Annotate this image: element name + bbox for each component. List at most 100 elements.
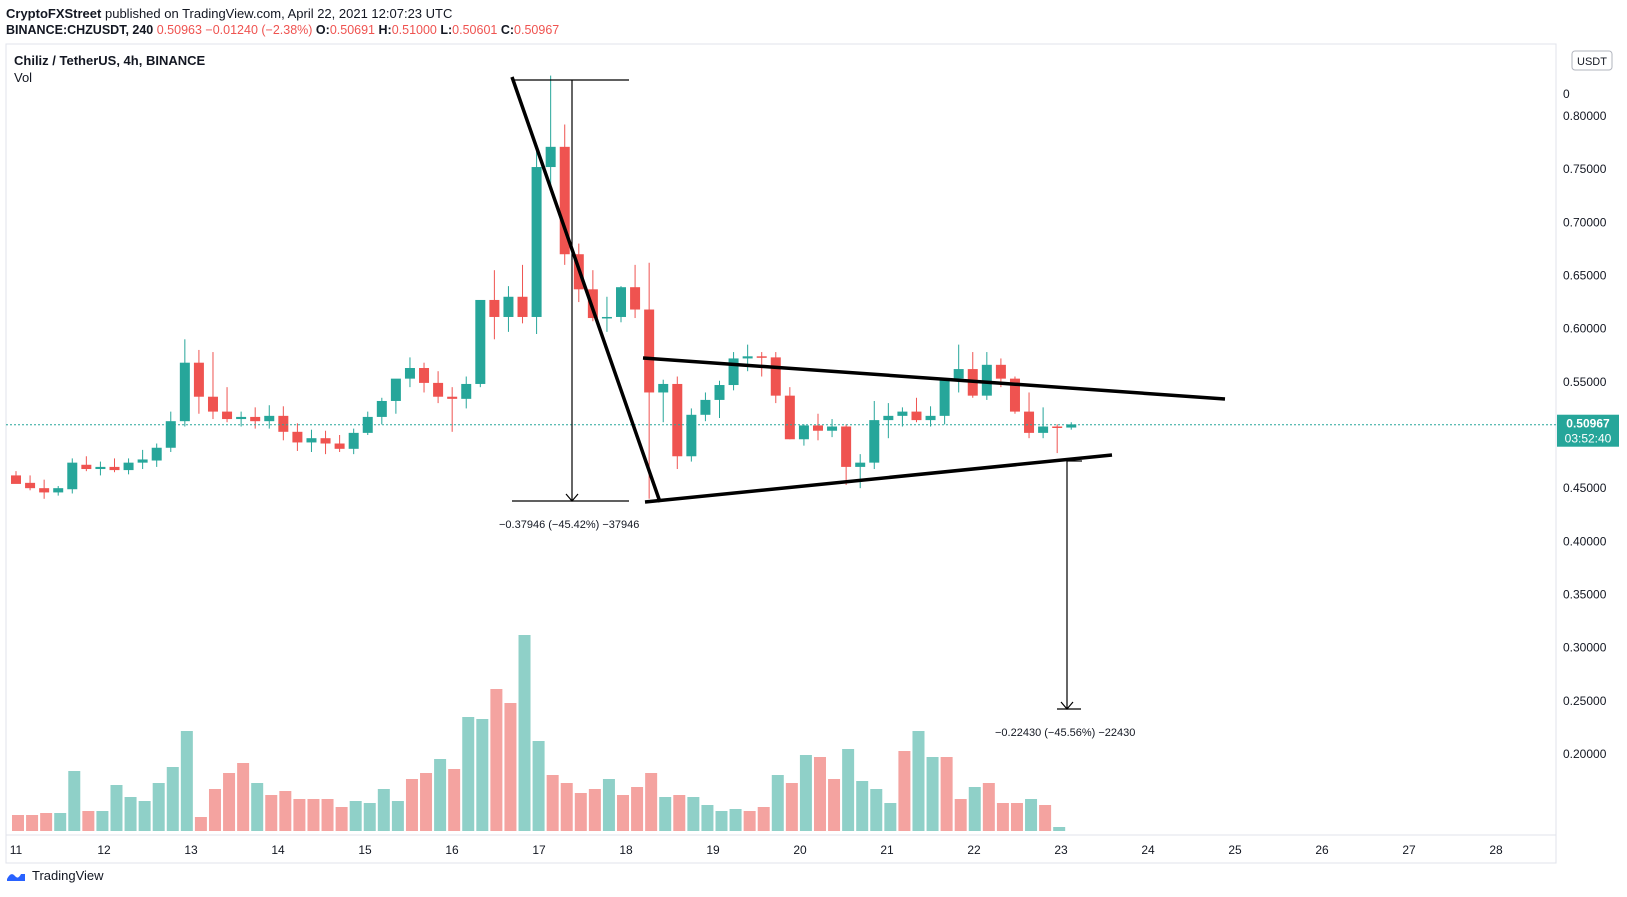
low-value: 0.50601 (452, 23, 498, 37)
volume-bar (208, 789, 221, 831)
publisher-line: CryptoFXStreet published on TradingView.… (6, 6, 452, 21)
candle (11, 471, 21, 484)
volume-bar (870, 789, 883, 831)
candle (925, 406, 936, 427)
volume-bar (771, 775, 784, 831)
time-tick-label: 15 (358, 843, 372, 857)
close-value: 0.50967 (514, 23, 560, 37)
volume-bar (434, 759, 447, 831)
candle (165, 411, 176, 453)
price-tick-label: 0.75000 (1563, 162, 1607, 176)
price-tick-label: 0.70000 (1563, 215, 1607, 229)
volume-bar (110, 785, 123, 831)
price-tick-label: 0.45000 (1563, 481, 1607, 495)
high-label: H: (378, 23, 392, 37)
high-value: 0.51000 (391, 23, 437, 37)
candle (616, 286, 627, 323)
candle (953, 344, 964, 393)
candle (475, 299, 486, 388)
volume-bar (828, 779, 841, 831)
candle (81, 456, 92, 472)
candle (278, 406, 289, 441)
time-tick-label: 13 (184, 843, 198, 857)
volume-bar (729, 809, 742, 831)
volume-bar (701, 805, 714, 831)
volume-bar (391, 801, 404, 831)
volume-bar (898, 751, 911, 831)
volume-bar (40, 813, 53, 831)
volume-bar (968, 787, 981, 831)
price-tick-label: 0.20000 (1563, 747, 1607, 761)
volume-bar (293, 799, 306, 831)
candle (404, 357, 415, 388)
measure2-arrow-icon (1060, 701, 1074, 710)
volume-bar (532, 741, 545, 831)
volume-bar (82, 811, 95, 831)
volume-bar (152, 783, 165, 831)
volume-bars (12, 635, 1066, 831)
candle (855, 454, 866, 489)
price-tick-label: 0.30000 (1563, 641, 1607, 655)
volume-bar (1025, 799, 1038, 831)
measure1-label: −0.37946 (−45.42%) −37946 (499, 519, 639, 531)
price-tick-label: 0.35000 (1563, 588, 1607, 602)
volume-bar (673, 795, 686, 831)
drawings[interactable] (510, 76, 1226, 710)
volume-bar (476, 719, 489, 831)
candle (222, 387, 233, 423)
currency-label: USDT (1577, 56, 1607, 68)
time-tick-label: 21 (880, 843, 894, 857)
candle (461, 376, 472, 409)
volume-bar (68, 771, 81, 831)
tradingview-logo[interactable]: TradingView (6, 868, 104, 883)
candle (841, 424, 852, 485)
candle (447, 387, 458, 432)
candle (39, 479, 50, 499)
volume-bar (659, 797, 672, 831)
candle (1052, 424, 1063, 454)
volume-bar (166, 767, 179, 831)
close-label: C: (500, 23, 515, 37)
price-tick-label: 0.40000 (1563, 534, 1607, 548)
candle (601, 296, 612, 332)
candle (433, 371, 444, 404)
volume-bar (96, 811, 109, 831)
candle (517, 264, 528, 324)
pennant-upper-trendline[interactable] (642, 356, 1226, 401)
currency-button[interactable] (1571, 50, 1613, 71)
flagpole-trendline[interactable] (510, 76, 662, 503)
volume-bar (996, 803, 1009, 831)
time-axis[interactable]: 11 12 13 14 15 16 17 18 19 20 21 22 23 24 25 26 27 28 (10, 843, 1503, 857)
candle (883, 403, 894, 439)
volume-bar (785, 783, 798, 831)
candle (756, 352, 767, 377)
volume-bar (490, 689, 503, 831)
volume-bar (26, 815, 39, 831)
publisher-name[interactable]: CryptoFXStreet (6, 6, 102, 21)
candle (362, 411, 373, 435)
volume-bar (251, 783, 264, 831)
candle (658, 379, 669, 423)
volume-bar (180, 731, 193, 831)
volume-bar (420, 773, 433, 831)
volume-bar (321, 799, 334, 831)
pennant-lower-trendline[interactable] (644, 453, 1113, 504)
price-tick-label: 0.55000 (1563, 375, 1607, 389)
candle (869, 400, 880, 470)
candle (419, 362, 430, 393)
change-value: −0.01240 (−2.38%) (205, 23, 313, 37)
candles (11, 75, 1077, 499)
candle (686, 408, 697, 462)
candle (109, 458, 120, 473)
candle (489, 270, 500, 340)
last-price-label: 0.50967 03:52:40 (1557, 414, 1619, 447)
candle (630, 264, 641, 319)
candle (728, 352, 739, 391)
volume-bar (12, 815, 24, 831)
volume-bar (54, 813, 67, 831)
volume-bar (560, 783, 573, 831)
candle (939, 378, 950, 425)
low-label: L: (440, 23, 453, 37)
candle (770, 352, 781, 404)
